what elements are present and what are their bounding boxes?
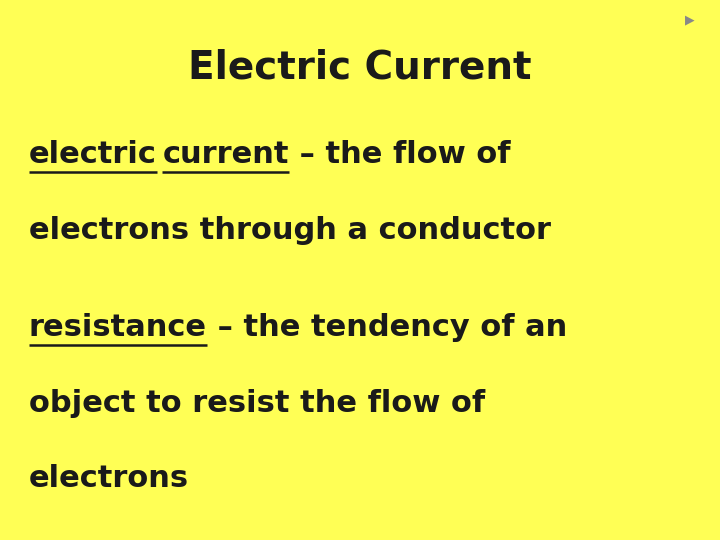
Text: electric: electric	[29, 140, 157, 170]
Text: – the tendency of an: – the tendency of an	[207, 313, 567, 342]
Text: electrons: electrons	[29, 464, 189, 494]
Text: Electric Current: Electric Current	[188, 49, 532, 86]
Text: ▶: ▶	[685, 14, 695, 26]
Text: current: current	[163, 140, 289, 170]
Text: – the flow of: – the flow of	[289, 140, 510, 170]
Text: object to resist the flow of: object to resist the flow of	[29, 389, 485, 418]
Text: resistance: resistance	[29, 313, 207, 342]
Text: electrons through a conductor: electrons through a conductor	[29, 216, 551, 245]
